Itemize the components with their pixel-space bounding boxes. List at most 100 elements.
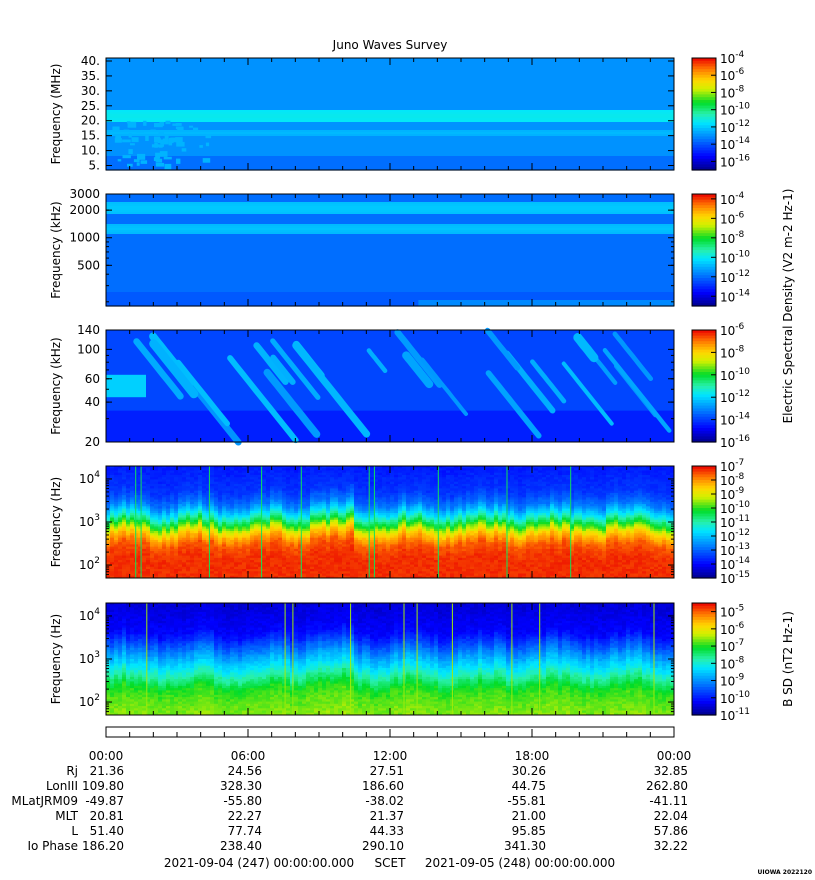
spectrogram-cell (110, 542, 115, 545)
spectrogram-cell (142, 470, 147, 474)
spectrogram-cell (118, 548, 123, 552)
spectrogram-cell (118, 506, 123, 510)
spectrogram-cell (130, 557, 135, 561)
spectrogram-cell (118, 530, 123, 534)
colorbar-step (692, 116, 716, 121)
spectrogram-cell (122, 477, 127, 480)
spectrogram-row (106, 202, 674, 205)
colorbar-step (692, 111, 716, 115)
spectrogram-cell (146, 557, 151, 561)
spectrogram-row (106, 246, 674, 249)
spectrogram-row (106, 86, 674, 89)
spectrogram-cell (118, 481, 123, 485)
spectrogram-row (106, 208, 674, 211)
spectrogram-row (106, 224, 674, 227)
colorbar-step (692, 255, 716, 259)
colorbar-step (692, 358, 716, 362)
spectrogram-row (106, 156, 674, 159)
spectrogram-cell (122, 571, 127, 575)
colorbar-step (692, 216, 716, 220)
spectrogram-cell (122, 564, 127, 568)
spectrogram-cell (126, 510, 131, 514)
spectrogram-cell (134, 506, 139, 510)
spectrogram-row (106, 94, 674, 97)
spectrogram-cell (122, 557, 127, 561)
spectrogram-cell (134, 569, 139, 572)
spectrogram-row (106, 242, 674, 245)
spectrogram-cell (118, 497, 123, 501)
colorbar-step (692, 156, 716, 160)
spectrogram-cell (110, 524, 115, 527)
spectrogram-row (106, 108, 674, 111)
colorbar-step (692, 161, 716, 165)
spectrogram-cell (118, 483, 123, 487)
spectrogram-cell (134, 492, 139, 496)
colorbar-step (692, 332, 716, 337)
spectrogram-cell (110, 492, 115, 496)
emission-patch (199, 145, 203, 148)
spectrogram-cell (110, 555, 115, 559)
spectrogram-cell (142, 548, 147, 552)
colorbar-step (692, 227, 716, 231)
spectrogram-cell (146, 470, 151, 474)
spectrogram-cell (114, 470, 119, 474)
y-axis-label: Frequency (kHz) (49, 337, 63, 434)
radio-burst (394, 329, 443, 388)
spectrogram-cell (118, 519, 123, 523)
colorbar-step (692, 150, 716, 154)
spectrogram-image (106, 194, 674, 307)
spectrogram-cell (106, 553, 111, 557)
spectrogram-row (106, 218, 674, 221)
colorbar-step (692, 414, 716, 418)
spectrogram-cell (126, 522, 131, 525)
spectrogram-cell (126, 539, 131, 543)
colorbar-step (692, 202, 716, 206)
spectrogram-cell (122, 504, 127, 507)
spectrogram-cell (118, 542, 123, 545)
y-tick-label: 20. (81, 114, 100, 128)
spectrogram-cell (114, 519, 119, 523)
spectrogram-cell (138, 515, 143, 519)
spectrogram-cell (146, 492, 151, 496)
colorbar-step (692, 63, 716, 67)
spectrogram-cell (146, 528, 151, 532)
spectrogram-row (106, 76, 674, 79)
y-axis-label: Frequency (MHz) (49, 64, 63, 165)
spectrogram-cell (134, 526, 139, 530)
spectrogram-cell (110, 562, 115, 566)
spectrogram-cell (142, 535, 147, 539)
spectrogram-cell (122, 474, 127, 478)
spectrogram-cell (126, 506, 131, 510)
colorbar-tick-label: 10-12 (720, 389, 750, 405)
colorbar-step (692, 158, 716, 163)
spectrogram-cell (118, 555, 123, 559)
spectrogram-cell (126, 564, 131, 568)
spectrogram-cell (146, 546, 151, 550)
spectrogram-cell (146, 535, 151, 539)
spectrogram-cell (130, 573, 135, 577)
spectrogram-cell (142, 468, 147, 471)
spectrogram-cell (142, 530, 147, 534)
spectrogram-row (106, 120, 674, 123)
spectrogram-cell (110, 537, 115, 541)
spectrogram-row (106, 112, 674, 115)
spectrogram-cell (130, 566, 135, 570)
colorbar-step (692, 352, 716, 356)
spectrogram-cell (110, 490, 115, 494)
spectrogram-cell (130, 528, 135, 532)
spectrogram-cell (138, 564, 143, 568)
spectrogram-cell (118, 501, 123, 505)
spectrogram-cell (142, 466, 147, 469)
spectrogram-cell (134, 566, 139, 570)
spectrogram-cell (122, 530, 127, 534)
colorbar-step (692, 241, 716, 245)
spectrogram-cell (142, 510, 147, 514)
emission-patch (165, 120, 171, 125)
spectrogram-image (106, 327, 674, 446)
spectrogram-cell (130, 533, 135, 536)
colorbar-step (692, 430, 716, 435)
spectrogram-cell (106, 486, 111, 489)
colorbar-tick-label: 10-14 (720, 412, 750, 428)
spectrogram-cell (142, 474, 147, 478)
